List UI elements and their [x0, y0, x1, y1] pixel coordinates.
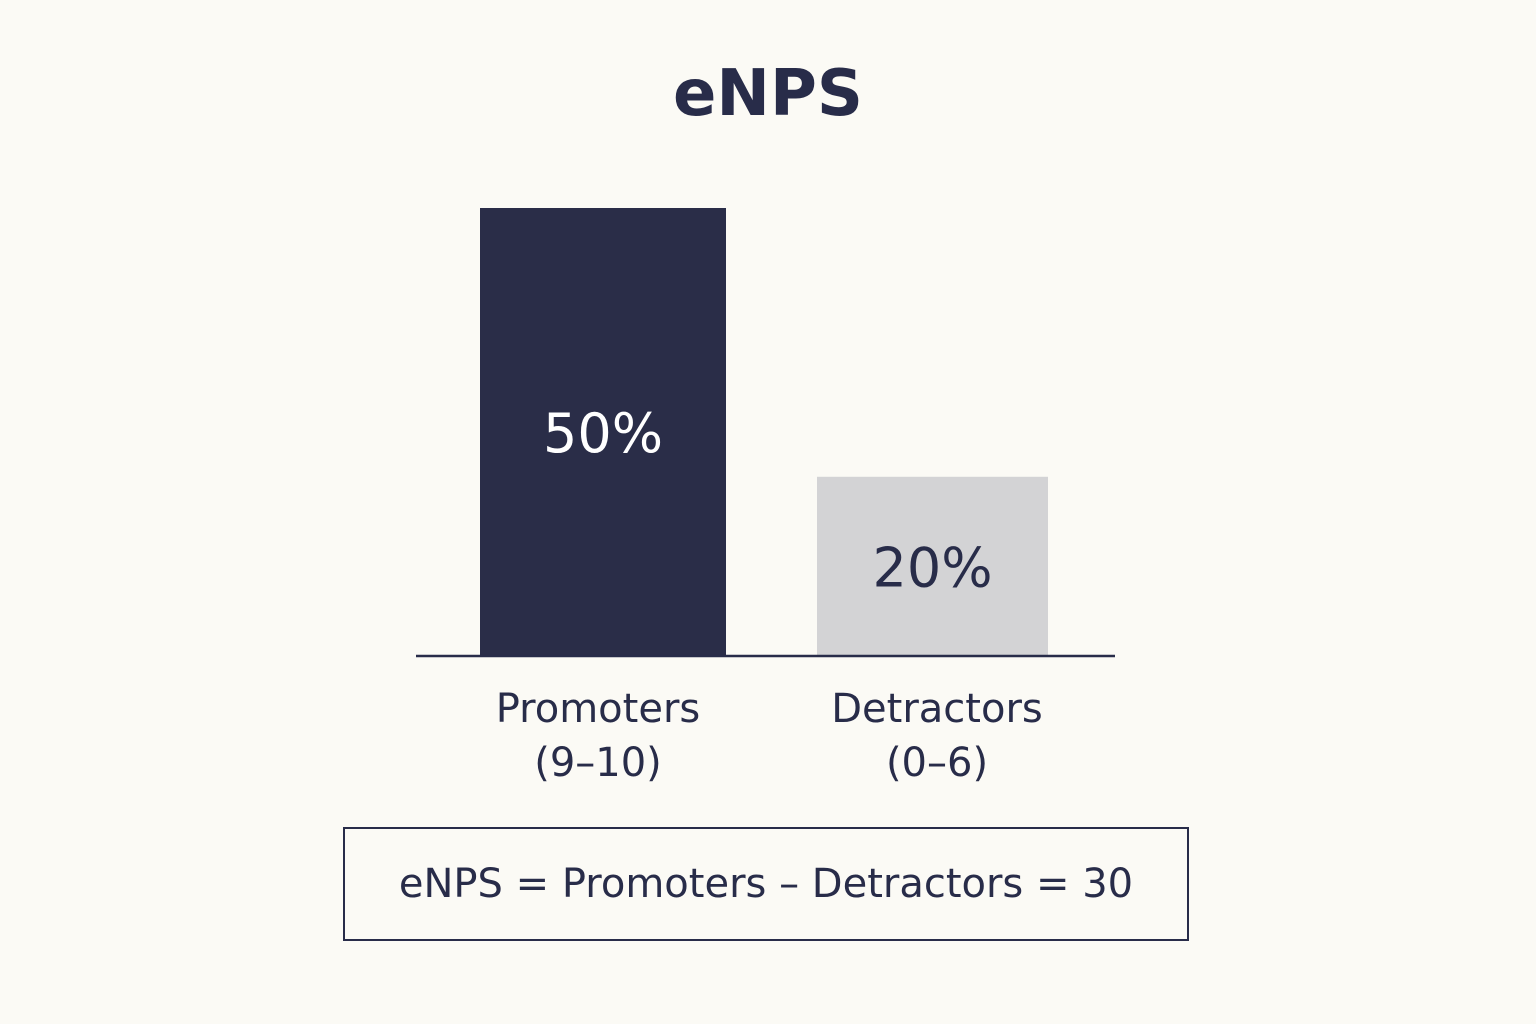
- category-sublabel-detractors: (0–6): [886, 740, 988, 786]
- bar-detractors: [817, 476, 1048, 656]
- value-label-promoters: 50%: [543, 402, 663, 465]
- category-label-promoters: Promoters: [496, 686, 700, 732]
- formula-text: eNPS = Promoters – Detractors = 30: [398, 861, 1134, 907]
- category-sublabel-promoters: (9–10): [534, 740, 662, 786]
- bar-promoters: [480, 208, 726, 656]
- chart-title: eNPS: [673, 57, 863, 131]
- value-label-detractors: 20%: [872, 536, 992, 599]
- category-label-detractors: Detractors: [831, 686, 1042, 732]
- formula-box: eNPS = Promoters – Detractors = 30: [343, 827, 1189, 941]
- enps-bar-chart: 50% Promoters (9–10) 20% Detractors (0–6): [416, 208, 1115, 786]
